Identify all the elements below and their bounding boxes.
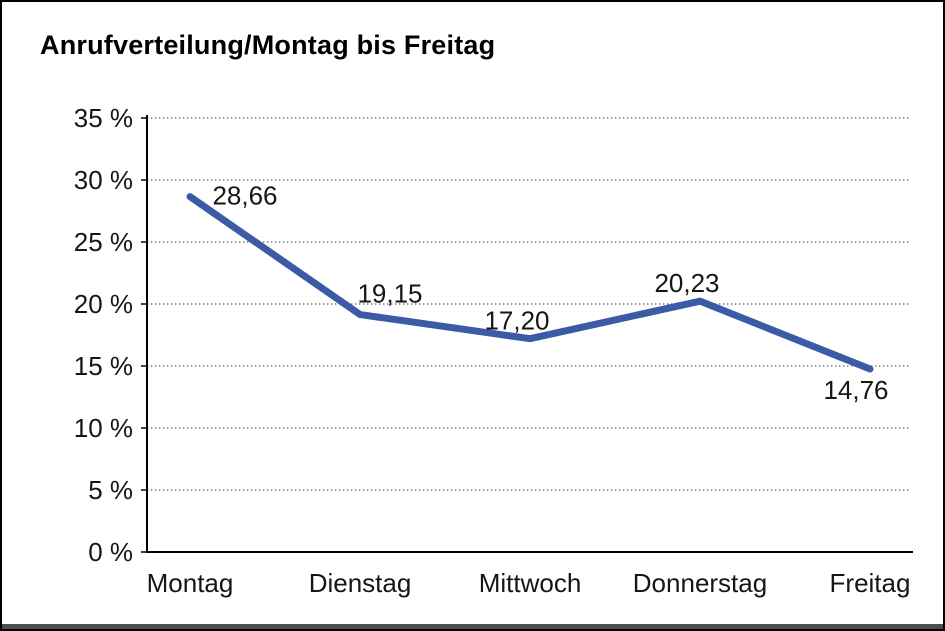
y-tick-label: 35 % — [74, 103, 133, 133]
page-bottom-shadow — [2, 624, 943, 629]
point-label: 17,20 — [484, 306, 549, 336]
point-label: 20,23 — [654, 268, 719, 298]
y-tick-label: 10 % — [74, 413, 133, 443]
y-tick-label: 15 % — [74, 351, 133, 381]
y-tick-label: 30 % — [74, 165, 133, 195]
x-category-label: Mittwoch — [479, 568, 582, 598]
y-tick-label: 5 % — [88, 475, 133, 505]
x-category-label: Donnerstag — [633, 568, 767, 598]
point-label: 19,15 — [357, 279, 422, 309]
y-tick-label: 0 % — [88, 537, 133, 567]
point-label: 28,66 — [212, 181, 277, 211]
x-category-label: Dienstag — [309, 568, 412, 598]
point-label: 14,76 — [823, 375, 888, 405]
y-tick-label: 20 % — [74, 289, 133, 319]
chart-title: Anrufverteilung/Montag bis Freitag — [40, 30, 496, 60]
x-category-label: Freitag — [830, 568, 911, 598]
y-tick-label: 25 % — [74, 227, 133, 257]
x-category-label: Montag — [147, 568, 234, 598]
series-line — [186, 193, 874, 373]
